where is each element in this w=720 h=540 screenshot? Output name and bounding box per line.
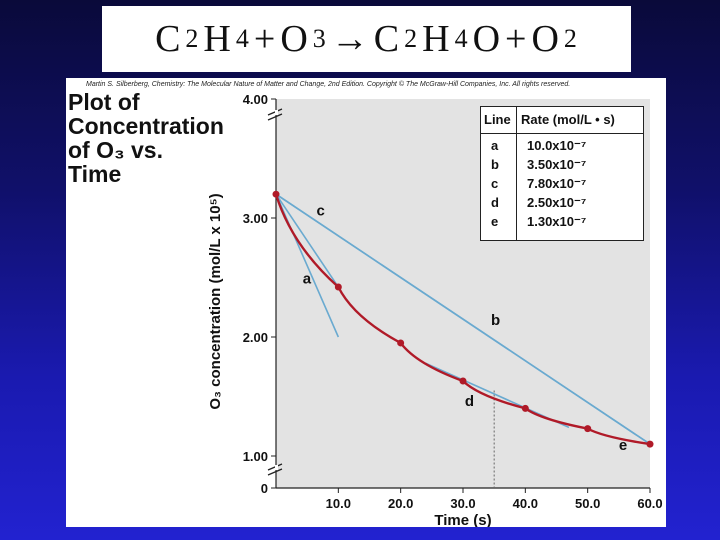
legend-rate-value: 1.30x10⁻⁷ <box>527 214 587 229</box>
tangent-line-e <box>275 193 651 445</box>
legend-rate-value: 3.50x10⁻⁷ <box>527 157 587 172</box>
plot-title: Plot of Concentration of O₃ vs. Time <box>68 90 224 186</box>
x-tick-label: 30.0 <box>450 496 475 511</box>
equation-term: + <box>505 18 528 60</box>
data-point <box>646 440 654 448</box>
y-tick-label: 4.00 <box>243 92 268 107</box>
legend-line-letter: a <box>491 138 499 153</box>
legend-row: e 1.30x10⁻⁷ <box>481 214 643 233</box>
equation-subscript: 4 <box>235 24 250 53</box>
legend-row: c 7.80x10⁻⁷ <box>481 176 643 195</box>
legend-line-letter: d <box>491 195 499 210</box>
y-tick-label: 0 <box>261 481 268 496</box>
tangent-label-a: a <box>303 270 312 287</box>
legend-header-rate: Rate (mol/L • s) <box>521 112 615 127</box>
x-tick-label: 10.0 <box>326 496 351 511</box>
tangent-label-d: d <box>465 393 474 410</box>
equation-term: O <box>280 18 309 60</box>
plot-title-line-4: Time <box>68 161 122 187</box>
x-axis-label: Time (s) <box>434 512 491 527</box>
equation-term: O <box>472 18 502 60</box>
legend-header <box>481 107 643 134</box>
y-axis-label: O₃ concentration (mol/L x 10⁵) <box>207 193 224 409</box>
data-point <box>584 425 592 433</box>
equation-term: + <box>253 18 277 60</box>
figure-panel: Martin S. Silberberg, Chemistry: The Mol… <box>66 78 666 527</box>
legend-divider <box>516 107 517 240</box>
equation-term: H <box>422 18 451 60</box>
equation-term: → <box>330 18 370 60</box>
equation-subscript: 2 <box>185 24 200 53</box>
equation-subscript: 3 <box>312 24 327 53</box>
tangent-label-e: e <box>619 437 627 454</box>
plot-title-line-2: Concentration <box>68 113 224 139</box>
data-point <box>459 377 467 385</box>
tangent-label-b: b <box>491 312 500 329</box>
legend-rate-value: 10.0x10⁻⁷ <box>527 138 587 153</box>
equation-term: C <box>155 18 182 60</box>
y-tick-label: 2.00 <box>243 330 268 345</box>
x-tick-label: 40.0 <box>513 496 538 511</box>
equation-subscript: 4 <box>454 24 469 53</box>
tangent-line-c <box>275 193 339 288</box>
data-point <box>272 190 280 198</box>
data-point <box>334 283 342 291</box>
data-point <box>397 339 405 347</box>
tangent-label-c: c <box>317 203 325 220</box>
axis-break-gap <box>275 110 278 115</box>
legend-row: b 3.50x10⁻⁷ <box>481 157 643 176</box>
equation-term: H <box>203 18 232 60</box>
legend-line-letter: e <box>491 214 499 229</box>
legend-row: d 2.50x10⁻⁷ <box>481 195 643 214</box>
x-tick-label: 50.0 <box>575 496 600 511</box>
equation-term: C <box>373 18 401 60</box>
y-tick-label: 1.00 <box>243 449 268 464</box>
legend-row: a 10.0x10⁻⁷ <box>481 138 643 157</box>
legend-rate-value: 2.50x10⁻⁷ <box>527 195 587 210</box>
y-tick-label: 3.00 <box>243 211 268 226</box>
legend-line-letter: b <box>491 157 499 172</box>
legend-rate-value: 7.80x10⁻⁷ <box>527 176 587 191</box>
equation-subscript: 2 <box>404 24 419 53</box>
plot-title-line-3: of O₃ vs. <box>68 137 163 163</box>
plot-title-line-1: Plot of <box>68 89 140 115</box>
rate-legend-table: Line Rate (mol/L • s) a 10.0x10⁻⁷ b 3.50x10… <box>480 106 644 241</box>
legend-line-letter: c <box>491 176 499 191</box>
x-tick-label: 60.0 <box>637 496 662 511</box>
copyright-credit: Martin S. Silberberg, Chemistry: The Mol… <box>86 81 571 88</box>
data-point <box>521 404 529 412</box>
legend-header-line: Line <box>484 112 511 127</box>
axis-break-gap <box>275 465 278 470</box>
equation-subscript: 2 <box>563 24 578 53</box>
equation-term: O <box>531 18 560 60</box>
x-tick-label: 20.0 <box>388 496 413 511</box>
